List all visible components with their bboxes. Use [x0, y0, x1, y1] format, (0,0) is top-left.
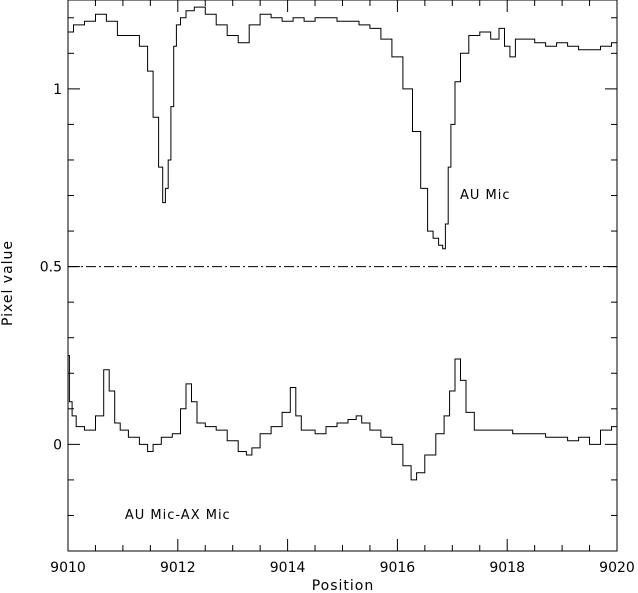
annotation-au-mic: AU Mic [460, 188, 511, 203]
x-tick-label: 9010 [50, 560, 86, 576]
y-tick-label: 1 [53, 82, 62, 98]
plot-area [67, 0, 618, 552]
annotation-au-mic-ax-mic: AU Mic-AX Mic [125, 508, 231, 523]
x-tick-label: 9016 [380, 560, 416, 576]
x-tick-label: 9014 [270, 560, 306, 576]
tick-marks [67, 0, 618, 552]
y-tick-label: 0.5 [40, 260, 62, 276]
x-tick-label: 9012 [160, 560, 196, 576]
x-tick-label: 9018 [489, 560, 525, 576]
tick-labels: 9010 9012 9014 9016 9018 9020 0 0.5 1 [40, 82, 635, 576]
y-tick-label: 0 [53, 437, 62, 453]
series-line-1 [68, 355, 617, 481]
x-tick-label: 9020 [599, 560, 635, 576]
x-axis-label: Position [312, 578, 375, 593]
series-line-0 [68, 6, 617, 250]
plot-frame [67, 0, 618, 552]
y-axis-label: Pixel value [0, 240, 16, 326]
